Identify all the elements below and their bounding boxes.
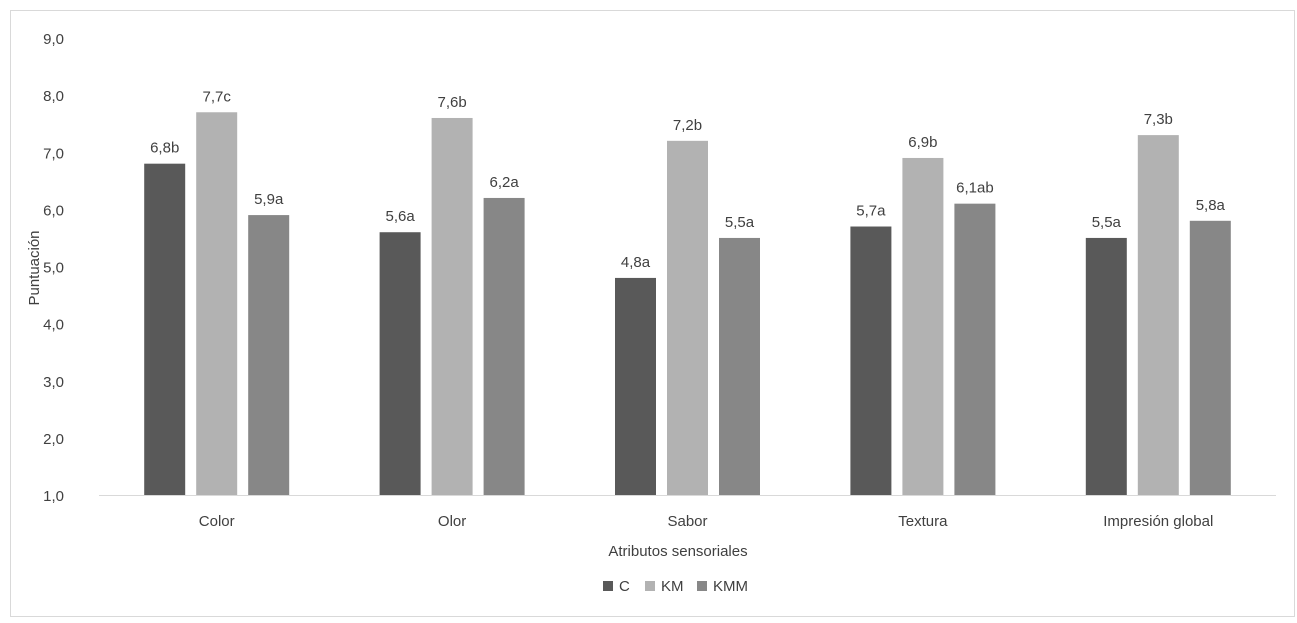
x-tick-label: Color (199, 513, 235, 530)
data-label: 5,5a (1092, 214, 1122, 231)
bar (1137, 135, 1179, 496)
x-axis-label: Atributos sensoriales (608, 543, 747, 560)
legend-swatch (603, 581, 613, 591)
data-label: 5,9a (254, 191, 284, 208)
y-tick-label: 7,0 (43, 145, 64, 162)
y-axis-ticks: 1,0 2,0 3,0 4,0 5,0 6,0 7,0 8,0 9,0 (43, 31, 64, 505)
y-tick-label: 5,0 (43, 260, 64, 277)
data-label: 6,2a (489, 174, 519, 191)
legend-label: C (619, 578, 630, 595)
data-label: 6,8b (150, 140, 179, 157)
bar (615, 277, 656, 495)
data-label: 5,8a (1196, 197, 1226, 214)
y-tick-label: 2,0 (43, 431, 64, 448)
data-label: 7,2b (673, 117, 702, 134)
y-tick-label: 6,0 (43, 202, 64, 219)
y-tick-label: 4,0 (43, 317, 64, 334)
bar (1085, 237, 1127, 495)
bar (379, 232, 421, 495)
y-tick-label: 3,0 (43, 374, 64, 391)
bar (719, 237, 760, 495)
y-tick-label: 8,0 (43, 88, 64, 105)
bar (144, 163, 186, 496)
bar (483, 197, 525, 495)
bar (1189, 220, 1231, 496)
data-label: 5,6a (385, 208, 415, 225)
data-label: 7,7c (203, 88, 232, 105)
data-label: 5,5a (725, 214, 755, 231)
data-label: 4,8a (621, 254, 651, 271)
bar (248, 215, 290, 495)
x-tick-label: Impresión global (1103, 513, 1213, 530)
legend-swatch (645, 581, 655, 591)
x-tick-label: Sabor (667, 513, 707, 530)
x-tick-label: Olor (438, 513, 466, 530)
chart-frame: 1,0 2,0 3,0 4,0 5,0 6,0 7,0 8,0 9,0 6,8b 7,7c 5,9a… (10, 10, 1295, 617)
bars: 6,8b 7,7c 5,9a 5,6a 7,6b 6,2a 4,8a 7,2b 5,5a 5,7a… (144, 88, 1231, 496)
legend-swatch (697, 581, 707, 591)
legend-label: KMM (713, 578, 748, 595)
y-tick-label: 1,0 (43, 488, 64, 505)
bar (902, 157, 944, 495)
bar (954, 203, 996, 495)
x-tick-label: Textura (898, 513, 948, 530)
data-label: 5,7a (856, 203, 886, 220)
y-tick-label: 9,0 (43, 31, 64, 48)
bar (196, 112, 238, 495)
data-label: 6,1ab (956, 180, 994, 197)
legend: C KM KMM (603, 578, 748, 595)
x-axis-ticks: Color Olor Sabor Textura Impresión global (199, 513, 1214, 530)
data-label: 7,3b (1144, 111, 1173, 128)
bar (431, 117, 473, 495)
bar-chart: 1,0 2,0 3,0 4,0 5,0 6,0 7,0 8,0 9,0 6,8b 7,7c 5,9a… (26, 31, 1276, 595)
data-label: 6,9b (908, 134, 937, 151)
y-axis-label: Puntuación (26, 230, 43, 305)
legend-label: KM (661, 578, 684, 595)
data-label: 7,6b (437, 94, 466, 111)
bar (850, 226, 892, 495)
bar (667, 140, 708, 495)
